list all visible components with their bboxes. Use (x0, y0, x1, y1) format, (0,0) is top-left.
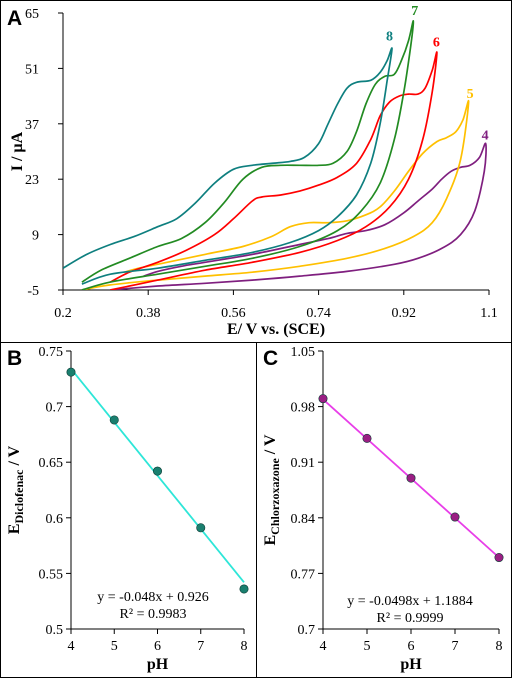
x-tick-label: 7 (197, 639, 204, 654)
regression-equation: y = -0.0498x + 1.1884 (347, 594, 472, 609)
x-tick-label: 0.56 (221, 306, 246, 321)
y-tick-label: 0.6 (46, 512, 64, 527)
y-tick-label: 51 (25, 62, 39, 77)
data-point (66, 367, 76, 377)
y-axis-title-tail: / V (6, 445, 23, 469)
y-axis-title: EChlorzoxazone / V (262, 434, 282, 545)
x-tick-label: 0.74 (306, 306, 331, 321)
regression-equation: y = -0.048x + 0.926 (97, 590, 208, 605)
x-tick-label: 5 (364, 639, 371, 654)
x-tick-label: 7 (452, 639, 459, 654)
data-point (153, 466, 163, 476)
x-axis-title: pH (400, 656, 422, 673)
panel-c-letter: C (263, 347, 278, 370)
y-tick-label: 65 (25, 7, 39, 22)
data-point (196, 523, 206, 533)
y-tick-label: -5 (27, 284, 39, 299)
curve-label-7: 7 (411, 4, 418, 19)
x-axis-title: pH (147, 656, 169, 673)
y-axis-title: EDiclofenac / V (6, 445, 26, 534)
y-tick-label: 0.65 (39, 456, 64, 471)
panel-a: A -5 9 23 37 51 65 0.2 0.38 0.56 0.74 0.92 1.1 E/ V v… (0, 0, 512, 343)
data-point (109, 415, 119, 425)
diclofenac-ph-chart: B 0.5 0.55 0.6 0.65 0.7 0.75 4 5 6 7 8 pH EDiclofenac… (6, 345, 249, 673)
cv-curve-4 (110, 142, 487, 290)
x-tick-label: 0.92 (392, 306, 417, 321)
curve-label-4: 4 (482, 129, 489, 144)
y-tick-label: 9 (32, 229, 39, 244)
y-tick-label: 0.84 (291, 512, 316, 527)
cv-curve-6 (109, 51, 438, 290)
y-tick-label: 0.77 (291, 567, 316, 582)
data-point (239, 584, 249, 594)
x-tick-label: 4 (320, 639, 327, 654)
curve-label-8: 8 (386, 30, 393, 45)
y-tick-label: 0.55 (39, 567, 64, 582)
y-axis-title-main: E (6, 524, 23, 535)
x-tick-label: 6 (154, 639, 161, 654)
data-point (406, 473, 416, 483)
panel-a-letter: A (7, 7, 22, 30)
y-tick-label: 0.91 (291, 456, 316, 471)
curve-label-5: 5 (467, 87, 474, 102)
chlorzoxazone-ph-chart: C 0.7 0.77 0.84 0.91 0.98 1.05 4 5 6 7 8 pH EChlorzox… (262, 345, 504, 673)
y-tick-label: 0.5 (46, 623, 64, 638)
x-tick-label: 0.2 (54, 306, 72, 321)
panel-b: B 0.5 0.55 0.6 0.65 0.7 0.75 4 5 6 7 8 pH EDiclofenac… (0, 342, 257, 678)
y-tick-label: 37 (25, 118, 39, 133)
y-tick-label: 0.7 (46, 401, 64, 416)
x-axis-title: E/ V vs. (SCE) (227, 321, 325, 338)
x-tick-label: 8 (241, 639, 248, 654)
panel-c: C 0.7 0.77 0.84 0.91 0.98 1.05 4 5 6 7 8 pH EChlorzox… (256, 342, 512, 678)
r-squared: R² = 0.9983 (120, 607, 187, 622)
curve-label-6: 6 (433, 36, 440, 51)
x-tick-label: 1.1 (480, 306, 498, 321)
y-tick-label: 0.75 (39, 345, 64, 360)
data-point (494, 553, 504, 563)
y-tick-label: 1.05 (291, 345, 316, 360)
r-squared: R² = 0.9999 (377, 611, 444, 626)
y-axis-title: I / µA (9, 131, 26, 171)
x-tick-label: 0.38 (136, 306, 161, 321)
y-axis-title-sub: Chlorzoxazone (268, 458, 282, 535)
cv-curve-8 (63, 47, 393, 285)
cv-curve-7 (81, 20, 415, 290)
x-tick-label: 6 (408, 639, 415, 654)
x-tick-label: 5 (111, 639, 118, 654)
data-point (318, 394, 328, 404)
cv-curve-5 (81, 99, 470, 290)
y-axis-title-sub: Diclofenac (12, 469, 26, 524)
y-tick-label: 0.7 (298, 623, 316, 638)
data-point (362, 433, 372, 443)
y-axis-title-main: E (262, 535, 279, 546)
x-tick-label: 4 (68, 639, 75, 654)
data-point (450, 512, 460, 522)
x-tick-label: 8 (496, 639, 503, 654)
y-tick-label: 23 (25, 173, 39, 188)
y-axis-title-tail: / V (262, 434, 279, 458)
panel-b-letter: B (7, 347, 22, 370)
y-tick-label: 0.98 (291, 401, 316, 416)
